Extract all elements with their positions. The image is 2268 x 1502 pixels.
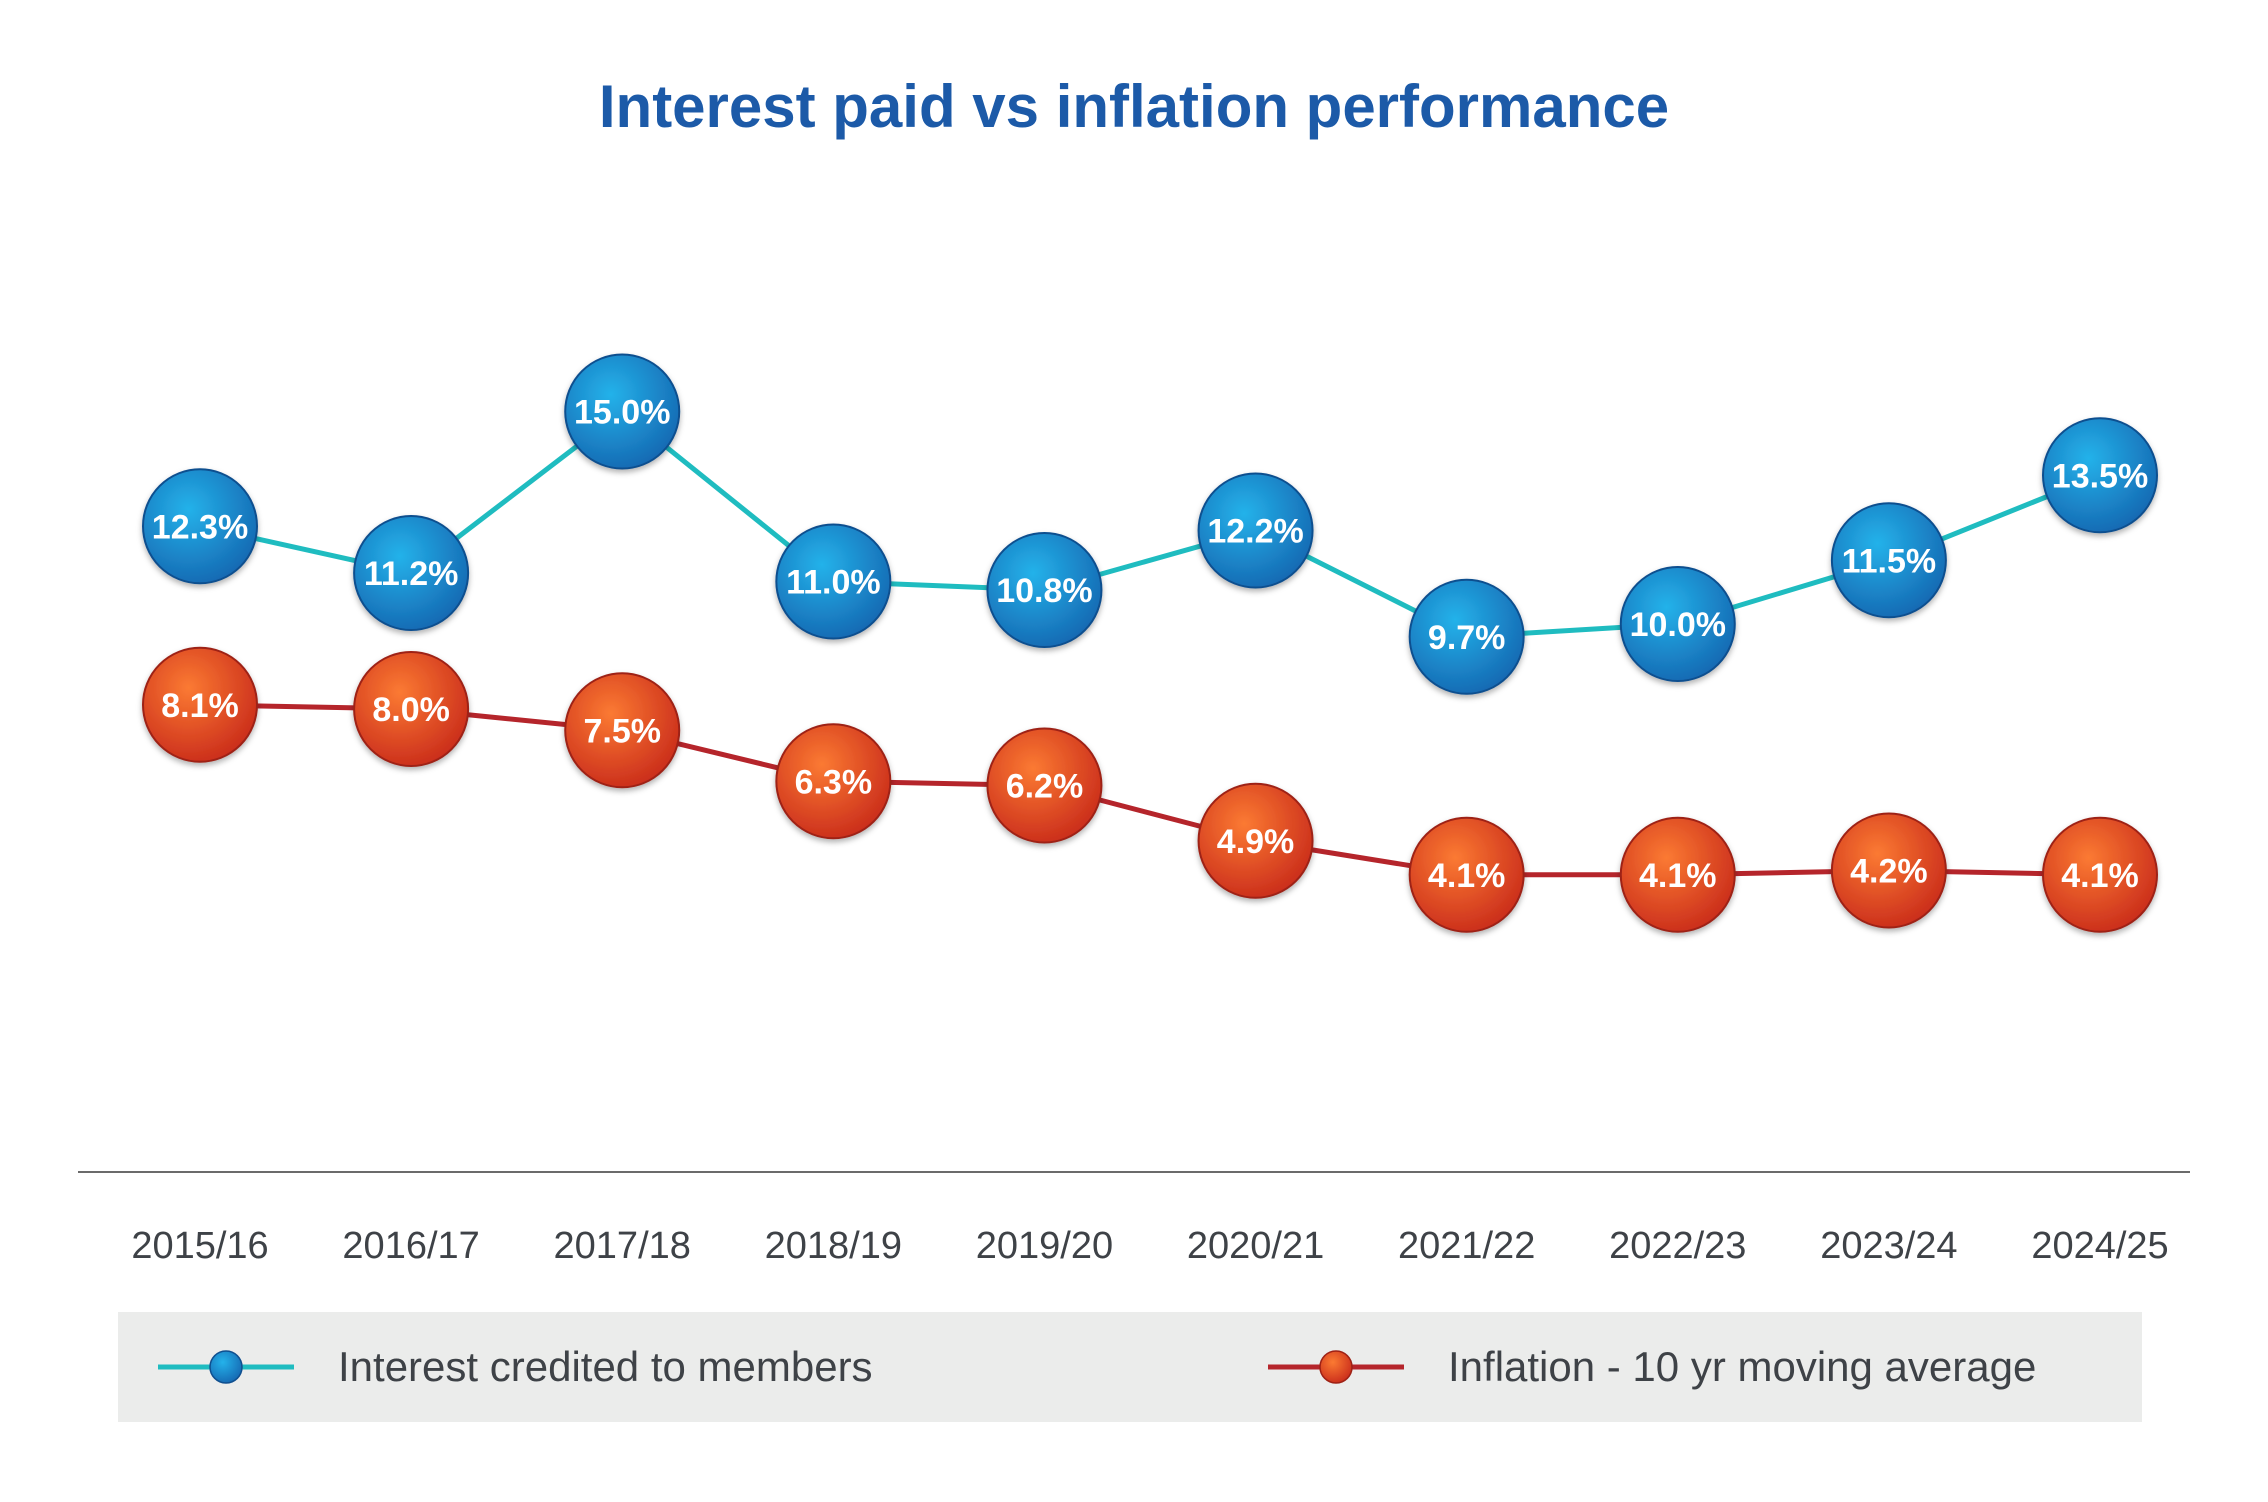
data-label-interest: 15.0% — [574, 394, 670, 432]
x-tick-label: 2018/19 — [765, 1225, 902, 1267]
data-point-interest — [142, 468, 258, 585]
data-label-inflation: 4.1% — [2061, 857, 2139, 895]
data-point-inflation — [353, 651, 470, 767]
data-label-interest: 13.5% — [2052, 457, 2148, 495]
data-point-interest — [353, 515, 470, 631]
data-point-interest — [1830, 502, 1947, 619]
series-line-interest — [199, 409, 2101, 640]
x-tick-label: 2019/20 — [976, 1225, 1113, 1267]
data-label-inflation: 7.5% — [583, 712, 661, 750]
data-label-inflation: 6.3% — [795, 763, 873, 801]
data-point-interest — [2042, 417, 2158, 534]
x-tick-label: 2016/17 — [342, 1225, 479, 1267]
data-label-inflation: 8.0% — [372, 691, 450, 729]
x-tick-label: 2017/18 — [554, 1225, 691, 1267]
data-label-interest: 10.0% — [1630, 606, 1726, 644]
data-label-interest: 9.7% — [1428, 619, 1506, 657]
data-point-inflation — [142, 646, 258, 763]
data-point-inflation — [986, 727, 1103, 844]
data-label-interest: 12.3% — [152, 508, 248, 546]
legend-item-inflation: Inflation - 10 yr moving average — [1268, 1312, 2036, 1422]
data-label-inflation: 6.2% — [1006, 768, 1084, 806]
chart-title: Interest paid vs inflation performance — [598, 73, 1670, 140]
legend-swatch-interest — [158, 1350, 294, 1384]
data-point-inflation — [775, 723, 892, 840]
legend-label-inflation: Inflation - 10 yr moving average — [1448, 1343, 2037, 1390]
data-point-interest — [1408, 578, 1525, 695]
data-label-interest: 11.0% — [786, 564, 881, 602]
data-label-inflation: 4.9% — [1217, 823, 1295, 861]
series-line-inflation — [199, 702, 2101, 878]
data-label-inflation: 4.2% — [1850, 853, 1928, 891]
x-tick-label: 2021/22 — [1398, 1225, 1535, 1267]
data-point-inflation — [1197, 782, 1314, 899]
data-label-interest: 11.2% — [364, 555, 459, 593]
x-tick-label: 2022/23 — [1609, 1225, 1746, 1267]
legend-label-interest: Interest credited to members — [338, 1343, 873, 1390]
data-point-interest — [1197, 472, 1314, 589]
data-point-interest — [564, 353, 681, 470]
data-point-inflation — [1408, 816, 1525, 933]
data-label-inflation: 4.1% — [1428, 857, 1506, 895]
data-label-inflation: 8.1% — [161, 687, 239, 725]
legend: Interest credited to members Inflation -… — [118, 1312, 2142, 1422]
legend-swatch-inflation — [1268, 1350, 1404, 1384]
data-point-inflation — [564, 672, 681, 789]
data-label-inflation: 4.1% — [1639, 857, 1717, 895]
x-tick-label: 2023/24 — [1820, 1225, 1957, 1267]
x-tick-label: 2015/16 — [131, 1225, 268, 1267]
data-point-inflation — [2042, 816, 2158, 933]
legend-item-interest: Interest credited to members — [158, 1312, 873, 1422]
data-point-interest — [775, 523, 892, 640]
data-point-inflation — [1619, 816, 1736, 933]
data-point-interest — [1619, 566, 1736, 682]
data-label-interest: 12.2% — [1207, 513, 1303, 551]
data-point-inflation — [1830, 812, 1947, 929]
data-point-interest — [986, 532, 1103, 648]
x-tick-label: 2020/21 — [1187, 1225, 1324, 1267]
data-label-interest: 11.5% — [1842, 542, 1937, 580]
data-label-interest: 10.8% — [996, 572, 1092, 610]
x-tick-label: 2024/25 — [2031, 1225, 2168, 1267]
